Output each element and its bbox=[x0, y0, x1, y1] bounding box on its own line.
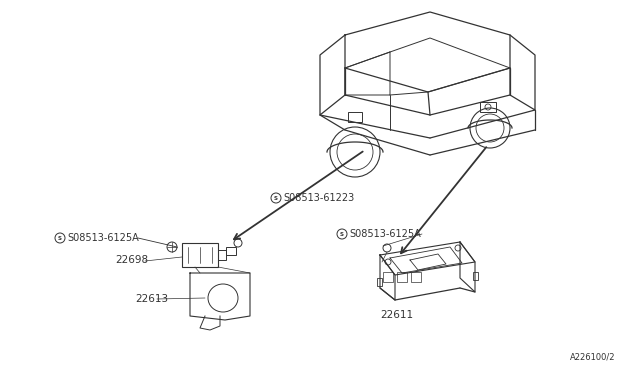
Bar bbox=[218, 250, 226, 260]
Bar bbox=[473, 272, 478, 280]
Text: 22611: 22611 bbox=[380, 310, 413, 320]
Bar bbox=[397, 272, 407, 282]
Text: S08513-6125A: S08513-6125A bbox=[67, 233, 139, 243]
Text: 22613: 22613 bbox=[135, 294, 168, 304]
Text: 22698: 22698 bbox=[115, 255, 148, 265]
Text: S: S bbox=[274, 196, 278, 201]
Text: S08513-6125A: S08513-6125A bbox=[349, 229, 420, 239]
Bar bbox=[383, 272, 393, 282]
Bar bbox=[182, 243, 218, 267]
Bar bbox=[480, 102, 496, 112]
Text: S: S bbox=[58, 236, 62, 241]
Text: S08513-61223: S08513-61223 bbox=[283, 193, 355, 203]
Text: A226100/2: A226100/2 bbox=[570, 353, 616, 362]
Bar bbox=[348, 112, 362, 122]
Bar bbox=[377, 278, 382, 286]
Bar bbox=[226, 247, 236, 255]
Text: S: S bbox=[340, 232, 344, 237]
Bar bbox=[411, 272, 421, 282]
